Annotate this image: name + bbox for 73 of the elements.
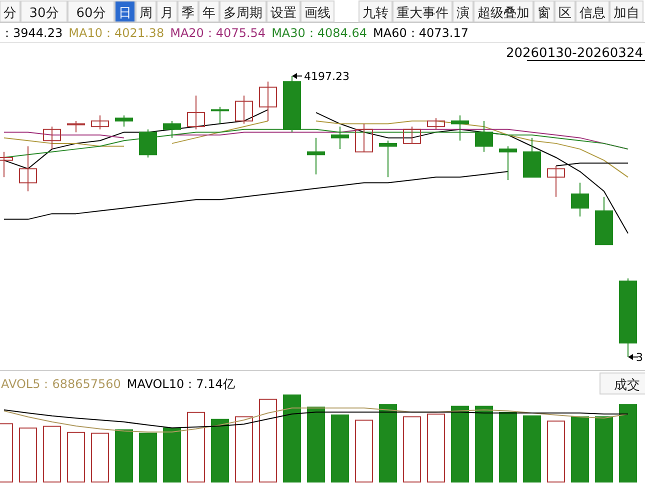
bar bbox=[307, 406, 325, 482]
text: 日 bbox=[118, 6, 132, 21]
candlestick bbox=[307, 137, 325, 175]
text: 重大事件 bbox=[396, 6, 448, 21]
text: 多周期 bbox=[224, 6, 262, 21]
annotation: 3 bbox=[636, 351, 643, 364]
text: MA10：4021.38 bbox=[68, 26, 164, 40]
candlestick bbox=[211, 106, 229, 124]
bar bbox=[91, 432, 109, 482]
bar bbox=[67, 432, 85, 482]
bar bbox=[19, 428, 37, 482]
bar bbox=[163, 428, 181, 482]
candlestick bbox=[67, 120, 85, 133]
text: 超级叠加 bbox=[478, 6, 530, 21]
candlestick bbox=[43, 126, 61, 150]
text: 加自 bbox=[614, 6, 640, 21]
text: MA60：4073.17 bbox=[373, 26, 468, 40]
bar bbox=[427, 414, 445, 482]
bar bbox=[403, 416, 421, 482]
bar bbox=[475, 406, 493, 482]
text: 演 bbox=[456, 6, 470, 21]
candlestick bbox=[235, 95, 253, 124]
bar bbox=[115, 429, 133, 482]
candlestick bbox=[115, 114, 133, 128]
text: MA20：4075.54 bbox=[170, 26, 266, 40]
candlestick bbox=[259, 81, 277, 122]
text: 60分 bbox=[76, 6, 106, 21]
bar bbox=[139, 432, 157, 482]
bar bbox=[379, 404, 397, 482]
candlestick bbox=[187, 95, 205, 130]
text: 周 bbox=[140, 6, 152, 21]
text: 年 bbox=[202, 6, 216, 21]
annotation: 4197.23 bbox=[304, 70, 350, 83]
candlestick bbox=[19, 146, 37, 192]
bar bbox=[283, 394, 301, 482]
candlestick bbox=[355, 123, 373, 152]
candlestick bbox=[91, 114, 109, 130]
candlestick bbox=[571, 182, 589, 217]
text: 分 bbox=[4, 6, 16, 21]
bar bbox=[211, 418, 229, 482]
text: 九转 bbox=[362, 6, 388, 21]
candlestick bbox=[547, 165, 565, 198]
text: 窗 bbox=[538, 5, 550, 21]
text: 月 bbox=[160, 6, 174, 21]
text: 30分 bbox=[29, 6, 59, 21]
bar bbox=[235, 416, 253, 482]
bar bbox=[43, 426, 61, 482]
bar bbox=[331, 414, 349, 482]
text: MA30：4084.64 bbox=[272, 26, 368, 40]
bar bbox=[259, 398, 277, 482]
bar bbox=[571, 416, 589, 482]
candlestick bbox=[427, 118, 445, 130]
text: 20260130-20260324 bbox=[506, 46, 643, 61]
bar bbox=[595, 416, 613, 482]
candlestick bbox=[403, 126, 421, 144]
text: MAVOL10：7.14亿 bbox=[126, 377, 235, 391]
text: 设置 bbox=[270, 6, 296, 21]
bar bbox=[499, 412, 517, 482]
text: ：3944.23 bbox=[1, 26, 63, 40]
text: 画线 bbox=[304, 6, 330, 21]
bar bbox=[187, 412, 205, 482]
bar bbox=[619, 404, 637, 482]
bar bbox=[547, 420, 565, 482]
bar bbox=[451, 406, 469, 482]
bar bbox=[523, 415, 541, 482]
candlestick bbox=[379, 140, 397, 178]
text: 区 bbox=[558, 6, 572, 21]
text: 成交 bbox=[614, 377, 640, 393]
text: 信息 bbox=[580, 6, 606, 21]
text: AVOL5：688657560 bbox=[1, 377, 121, 391]
bar bbox=[355, 420, 373, 482]
candlestick bbox=[499, 146, 517, 180]
text: 季 bbox=[182, 6, 194, 21]
